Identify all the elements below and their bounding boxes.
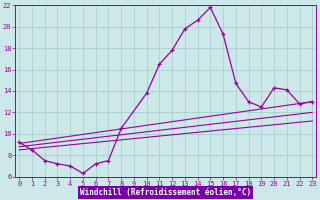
X-axis label: Windchill (Refroidissement éolien,°C): Windchill (Refroidissement éolien,°C) (80, 188, 251, 197)
